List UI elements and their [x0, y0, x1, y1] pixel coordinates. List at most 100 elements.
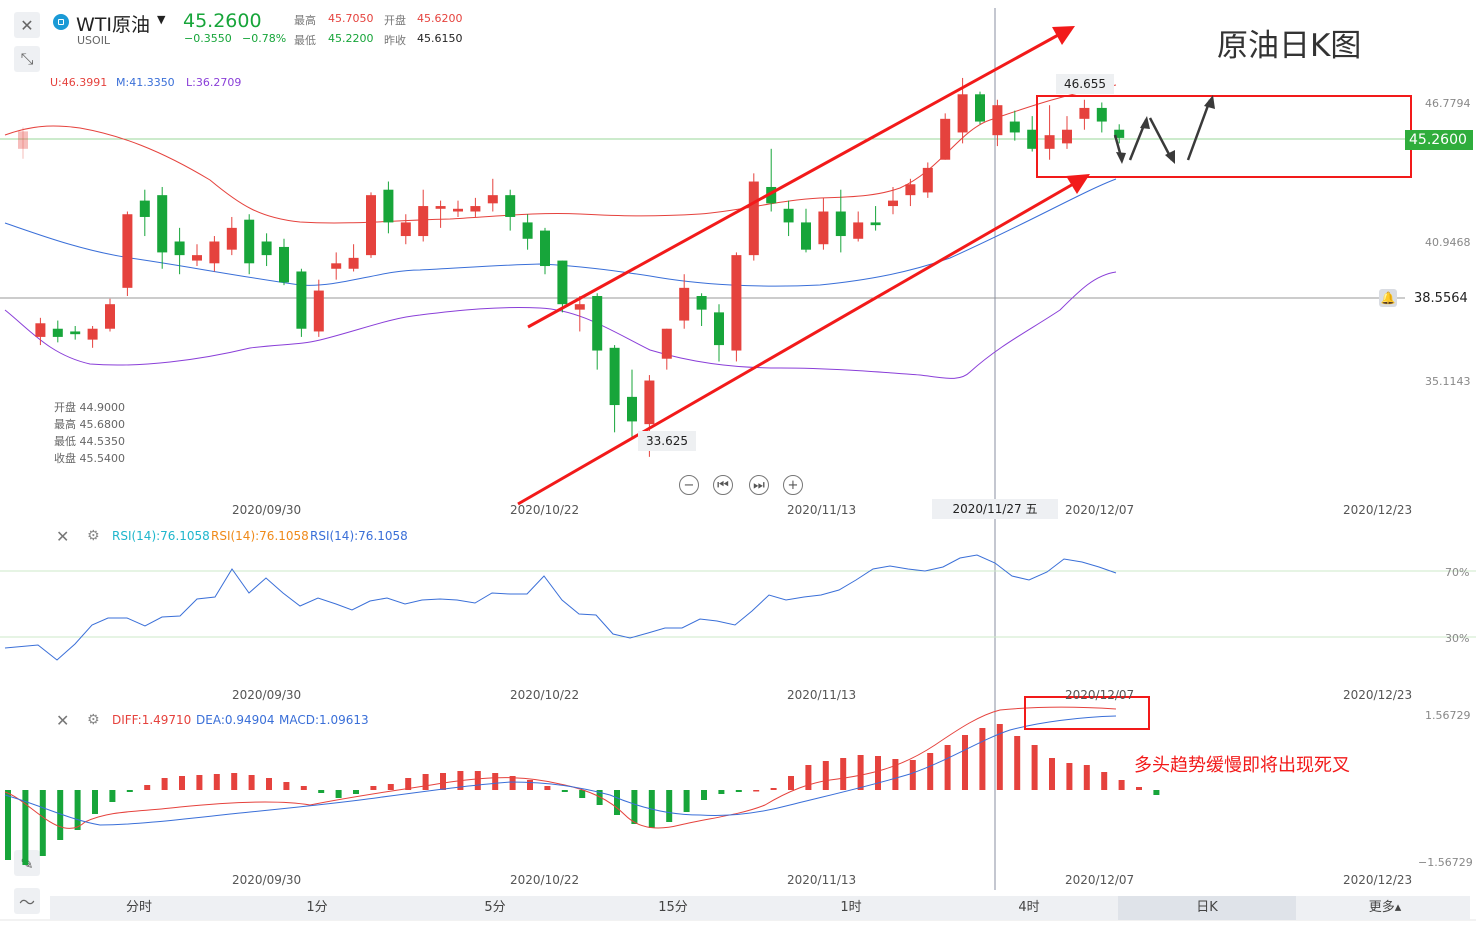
macd-bar	[683, 790, 690, 812]
candle-body	[801, 222, 811, 250]
ohlc-info: 开盘 44.9000 最高 45.6800 最低 44.5350 收盘 45.5…	[54, 399, 125, 467]
tab-5min[interactable]: 5分	[484, 900, 506, 915]
macd-bar	[440, 773, 446, 790]
close-macd-icon[interactable]: ✕	[56, 711, 70, 730]
symbol-name[interactable]: WTI原油	[76, 14, 150, 36]
ohlc-low: 最低 44.5350	[54, 435, 125, 448]
macd-bar	[561, 790, 568, 792]
rsi-value-b: RSI(14):76.1058	[211, 529, 309, 543]
candle-body	[557, 260, 568, 305]
candle-body	[975, 94, 985, 122]
macd-bar	[144, 785, 151, 790]
macd-bar	[544, 786, 551, 790]
macd-highlight-box	[1024, 696, 1150, 730]
upper-trend-arrowhead	[1052, 26, 1075, 45]
candle-body	[627, 396, 637, 422]
macd-bar	[962, 735, 968, 790]
date-label: 2020/10/22	[510, 873, 580, 887]
zigzag-arrows	[1113, 99, 1212, 161]
shrink-icon[interactable]: ⤡	[14, 46, 40, 72]
candle-body	[35, 323, 46, 337]
candle-body	[922, 167, 933, 193]
macd-bar	[387, 784, 394, 790]
macd-diff-line	[4, 706, 1117, 829]
boll-upper: U:46.3991	[50, 76, 108, 89]
macd-bar	[788, 776, 794, 790]
candle-body	[296, 271, 307, 329]
high-marker: 46.655	[1056, 74, 1114, 94]
tab-timeshare[interactable]: 分时	[125, 900, 152, 915]
low-marker: 33.625	[638, 431, 696, 451]
tab-more[interactable]: 更多▴	[1368, 900, 1402, 915]
symbol-logo-icon	[53, 14, 69, 30]
rsi-settings-icon[interactable]: ⚙	[87, 528, 100, 544]
macd-bar	[74, 790, 81, 830]
candle-body	[609, 347, 620, 406]
close-rsi-icon[interactable]: ✕	[56, 527, 70, 546]
macd-bar	[1066, 763, 1073, 790]
candle-body	[835, 211, 846, 237]
tab-1hour[interactable]: 1时	[840, 900, 862, 915]
date-label: 2020/09/30	[232, 688, 302, 702]
skip-end-button[interactable]: ⏭	[749, 475, 769, 495]
macd-bar	[753, 790, 760, 792]
date-label: 2020/11/13	[787, 503, 857, 517]
prev-close-label: 昨收	[384, 34, 406, 47]
boll-upper-line	[4, 84, 1117, 224]
low-label: 最低	[294, 34, 316, 47]
candle-body	[522, 222, 533, 239]
macd-bar	[1031, 745, 1038, 790]
zoom-in-button[interactable]: +	[783, 475, 803, 495]
macd-bar	[92, 790, 98, 814]
macd-bar	[318, 790, 325, 793]
candle-body	[888, 200, 898, 207]
y-label-1: 46.7794	[1425, 97, 1471, 110]
candle-body	[209, 241, 220, 264]
candle-body	[540, 230, 550, 267]
macd-y-top: 1.56729	[1425, 709, 1471, 722]
candle-body	[1009, 121, 1020, 133]
candle-body	[766, 186, 777, 204]
macd-bar	[944, 745, 951, 790]
candle-body	[940, 118, 951, 160]
symbol-dropdown-icon[interactable]: ▼	[157, 13, 166, 26]
indicator-icon[interactable]: 〜	[14, 888, 40, 914]
macd-bar	[161, 778, 168, 790]
close-chart-button[interactable]: ✕	[14, 12, 40, 38]
timeframe-tabbar: 分时 1分 5分 15分 1时 4时 日K 更多▴	[50, 896, 1470, 920]
y-label-2: 40.9468	[1425, 236, 1471, 249]
candle-body	[279, 246, 289, 283]
macd-bar	[248, 775, 255, 790]
candle-body	[1096, 107, 1107, 122]
tab-15min[interactable]: 15分	[658, 900, 688, 915]
candle-body	[1114, 129, 1125, 138]
candle-body	[714, 312, 724, 346]
macd-bar	[300, 786, 307, 790]
macd-bar	[1101, 772, 1108, 790]
candle-body	[313, 290, 324, 332]
candle-body	[783, 208, 794, 223]
candle-body	[226, 227, 237, 250]
skip-start-button[interactable]: ⏮	[713, 475, 733, 495]
tab-daily[interactable]: 日K	[1118, 896, 1296, 920]
macd-settings-icon[interactable]: ⚙	[87, 712, 100, 728]
date-label: 2020/12/07	[1065, 688, 1135, 702]
zoom-out-button[interactable]: −	[679, 475, 699, 495]
macd-bar	[405, 778, 412, 790]
candle-body	[470, 206, 481, 212]
candle-body	[87, 328, 98, 340]
macd-bar	[840, 758, 847, 790]
candle-body	[1079, 107, 1090, 119]
tab-4hour[interactable]: 4时	[1018, 900, 1040, 915]
lower-trend-arrowhead	[1066, 174, 1090, 194]
ohlc-open: 开盘 44.9000	[54, 401, 125, 414]
current-price-tag: 45.2600	[1405, 130, 1473, 150]
tab-1min[interactable]: 1分	[306, 900, 328, 915]
candle-body	[70, 331, 81, 335]
bell-icon[interactable]: 🔔	[1379, 289, 1397, 307]
macd-bar	[422, 774, 429, 790]
candle-body	[661, 328, 672, 359]
macd-bar	[979, 728, 986, 790]
candle-body	[418, 206, 429, 237]
